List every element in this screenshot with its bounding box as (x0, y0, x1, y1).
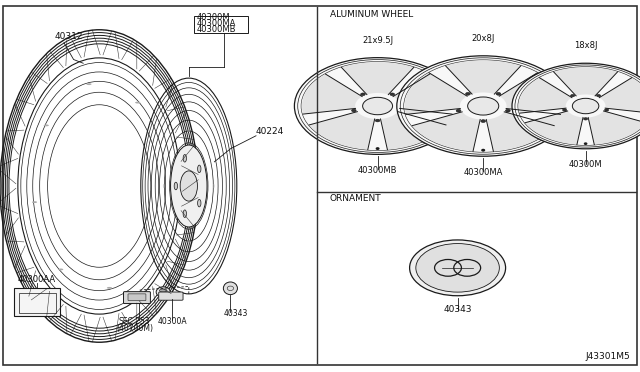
Text: 40300MA: 40300MA (197, 19, 237, 28)
Text: ALUMINUM WHEEL: ALUMINUM WHEEL (330, 10, 413, 19)
Ellipse shape (183, 210, 186, 218)
Polygon shape (341, 62, 414, 94)
Text: 40300MB: 40300MB (358, 166, 397, 175)
Ellipse shape (482, 150, 484, 151)
Text: 40300M: 40300M (569, 160, 602, 169)
Ellipse shape (180, 171, 197, 201)
Text: (40700M): (40700M) (116, 324, 153, 333)
Bar (194, 16, 248, 33)
Ellipse shape (107, 287, 112, 289)
Polygon shape (525, 111, 583, 145)
Ellipse shape (584, 143, 587, 144)
Ellipse shape (86, 83, 92, 85)
Ellipse shape (468, 97, 499, 115)
Ellipse shape (18, 58, 180, 314)
Ellipse shape (456, 109, 461, 112)
Ellipse shape (159, 289, 167, 292)
Polygon shape (588, 111, 640, 145)
Ellipse shape (481, 120, 486, 122)
Ellipse shape (584, 118, 588, 120)
Ellipse shape (596, 94, 600, 97)
Polygon shape (445, 60, 521, 94)
Ellipse shape (465, 93, 470, 95)
Text: SEC.253: SEC.253 (118, 317, 150, 326)
Text: 40343: 40343 (223, 309, 248, 318)
Ellipse shape (163, 184, 165, 188)
Text: 18x8J: 18x8J (574, 41, 597, 50)
Text: 40312: 40312 (54, 32, 83, 41)
Ellipse shape (198, 199, 201, 207)
Text: 40343: 40343 (444, 305, 472, 314)
Ellipse shape (572, 98, 599, 114)
Ellipse shape (223, 282, 237, 295)
Ellipse shape (399, 109, 404, 112)
FancyBboxPatch shape (159, 292, 183, 300)
Ellipse shape (212, 184, 215, 188)
Ellipse shape (416, 244, 499, 292)
Polygon shape (599, 78, 640, 113)
Ellipse shape (605, 109, 609, 111)
Ellipse shape (563, 109, 566, 111)
Ellipse shape (496, 93, 501, 95)
Ellipse shape (174, 182, 177, 190)
Text: 21x9.5J: 21x9.5J (362, 36, 393, 45)
Bar (19, 293, 56, 313)
Ellipse shape (571, 94, 575, 97)
FancyBboxPatch shape (128, 294, 146, 301)
Ellipse shape (188, 128, 189, 132)
Text: 40300MB: 40300MB (197, 25, 237, 33)
Ellipse shape (506, 109, 510, 112)
FancyBboxPatch shape (124, 292, 150, 304)
Ellipse shape (390, 93, 394, 96)
Ellipse shape (198, 165, 201, 173)
Polygon shape (412, 112, 480, 151)
Ellipse shape (156, 287, 170, 297)
Polygon shape (381, 112, 446, 150)
Ellipse shape (183, 154, 186, 162)
Polygon shape (309, 112, 374, 150)
Polygon shape (486, 112, 554, 151)
Ellipse shape (410, 240, 506, 296)
Bar (14, 288, 60, 316)
Ellipse shape (32, 201, 37, 203)
Ellipse shape (375, 119, 380, 122)
Polygon shape (393, 74, 453, 114)
Ellipse shape (351, 109, 356, 112)
Ellipse shape (188, 240, 189, 244)
Ellipse shape (361, 93, 365, 96)
Polygon shape (518, 78, 572, 113)
Text: 40300A: 40300A (158, 317, 188, 326)
Ellipse shape (58, 269, 63, 270)
Ellipse shape (170, 145, 207, 227)
Text: 40300M: 40300M (197, 13, 231, 22)
Polygon shape (302, 74, 362, 114)
Polygon shape (499, 73, 562, 114)
Text: 20x8J: 20x8J (472, 34, 495, 43)
Ellipse shape (135, 102, 140, 103)
Text: J43301M5: J43301M5 (586, 352, 630, 361)
Polygon shape (554, 67, 618, 96)
Ellipse shape (512, 63, 640, 149)
Text: 40224: 40224 (256, 127, 284, 136)
Ellipse shape (363, 97, 392, 115)
Polygon shape (404, 73, 467, 114)
Ellipse shape (376, 148, 379, 149)
Ellipse shape (44, 125, 49, 126)
Ellipse shape (397, 56, 570, 156)
Text: 40300MA: 40300MA (463, 168, 503, 177)
Text: ORNAMENT: ORNAMENT (330, 194, 381, 203)
Text: 40300AA: 40300AA (18, 275, 56, 283)
Ellipse shape (294, 58, 461, 154)
